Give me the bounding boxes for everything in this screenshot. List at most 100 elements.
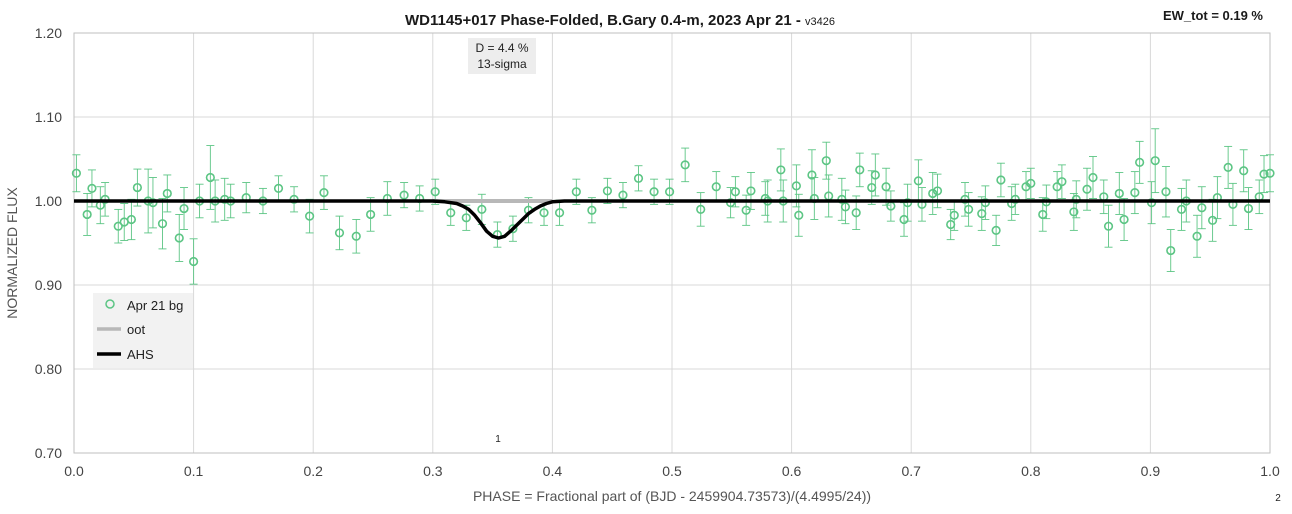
data-point	[1052, 182, 1062, 192]
data-point	[1176, 204, 1187, 214]
x-tick-label: 0.5	[662, 463, 682, 479]
page-marker: 2	[1275, 493, 1281, 504]
x-axis-ticks: 0.0 0.1 0.2 0.3 0.4 0.5 0.6 0.7 0.8 0.9 1.0	[64, 463, 1280, 479]
data-point	[913, 176, 923, 186]
data-point	[1161, 187, 1171, 197]
data-point	[1130, 188, 1140, 198]
data-point	[205, 172, 215, 183]
data-point	[1082, 184, 1092, 194]
data-point	[730, 187, 740, 197]
data-point	[587, 205, 597, 215]
dip-marker-label: 1	[495, 434, 501, 445]
data-point	[964, 204, 974, 214]
data-point	[1069, 207, 1079, 217]
legend-label-oot: oot	[127, 322, 145, 337]
depth-annotation-background	[468, 38, 536, 74]
data-point	[539, 208, 549, 218]
data-point	[791, 181, 801, 191]
data-point	[162, 188, 172, 199]
data-point	[870, 170, 880, 180]
data-point	[1265, 168, 1275, 178]
y-tick-label: 1.10	[35, 109, 62, 125]
data-point	[932, 186, 943, 196]
data-point	[446, 208, 456, 218]
data-point	[711, 182, 721, 192]
data-point	[461, 213, 471, 223]
data-point	[1192, 231, 1202, 241]
x-tick-label: 0.0	[64, 463, 84, 479]
data-point	[319, 188, 329, 198]
legend: Apr 21 bg oot AHS	[93, 293, 193, 368]
data-points	[71, 156, 1275, 267]
data-point	[633, 173, 644, 183]
x-tick-label: 0.4	[543, 463, 563, 479]
data-point	[1026, 178, 1036, 188]
data-point	[851, 208, 861, 218]
data-point	[1197, 203, 1207, 213]
data-point	[399, 190, 409, 200]
y-tick-label: 1.00	[35, 193, 62, 209]
plot-area-border	[73, 32, 1271, 454]
ew-total-label: EW_tot = 0.19 %	[1163, 8, 1263, 23]
data-point	[571, 187, 581, 197]
data-point	[867, 182, 877, 193]
data-point	[1239, 166, 1249, 176]
data-point	[430, 187, 440, 197]
y-axis-ticks: 0.70 0.80 0.90 1.00 1.10 1.20	[35, 25, 62, 461]
depth-annotation-value: D = 4.4 %	[475, 41, 528, 55]
x-tick-label: 0.8	[1021, 463, 1041, 479]
depth-annotation-sigma: 13-sigma	[477, 57, 527, 71]
depth-annotation-box: D = 4.4 % 13-sigma	[468, 38, 536, 74]
x-tick-label: 0.2	[303, 463, 323, 479]
data-point	[1223, 162, 1233, 172]
data-point	[1150, 156, 1160, 166]
data-point	[821, 156, 831, 166]
y-tick-label: 0.70	[35, 445, 62, 461]
data-point	[991, 225, 1001, 235]
data-point	[189, 256, 199, 267]
data-point	[132, 182, 142, 193]
data-point	[174, 233, 184, 243]
data-point	[351, 231, 361, 241]
data-point	[82, 209, 92, 220]
data-point	[113, 221, 123, 231]
legend-marker-points	[105, 299, 115, 309]
data-point	[996, 175, 1006, 185]
chart-title-version: v3426	[805, 16, 835, 28]
data-point	[1166, 245, 1176, 256]
data-point	[807, 170, 817, 180]
data-point	[618, 190, 628, 200]
x-tick-label: 0.3	[423, 463, 443, 479]
x-tick-label: 0.7	[901, 463, 921, 479]
y-tick-label: 1.20	[35, 25, 62, 41]
x-tick-label: 0.9	[1141, 463, 1161, 479]
data-point	[946, 219, 956, 230]
y-tick-label: 0.80	[35, 361, 62, 377]
data-point	[477, 204, 487, 214]
data-point	[696, 204, 706, 214]
data-point	[680, 160, 690, 170]
data-point	[334, 228, 345, 238]
chart-title: WD1145+017 Phase-Folded, B.Gary 0.4-m, 2…	[405, 12, 835, 29]
data-point	[949, 210, 959, 220]
data-point	[1038, 209, 1048, 220]
data-point	[794, 210, 804, 220]
data-point	[126, 214, 137, 225]
x-tick-label: 0.1	[184, 463, 204, 479]
data-point	[840, 202, 851, 212]
data-point	[977, 209, 987, 219]
data-point	[1103, 221, 1114, 231]
data-point	[746, 186, 756, 196]
data-point	[1119, 214, 1129, 225]
x-tick-label: 1.0	[1260, 463, 1280, 479]
data-point	[554, 208, 565, 218]
data-point	[741, 205, 751, 215]
data-point	[87, 183, 97, 193]
data-point	[1207, 215, 1218, 225]
data-point	[1057, 177, 1067, 187]
data-point	[665, 187, 675, 197]
y-tick-label: 0.90	[35, 277, 62, 293]
model-lines	[74, 199, 1270, 240]
data-point	[602, 186, 613, 196]
